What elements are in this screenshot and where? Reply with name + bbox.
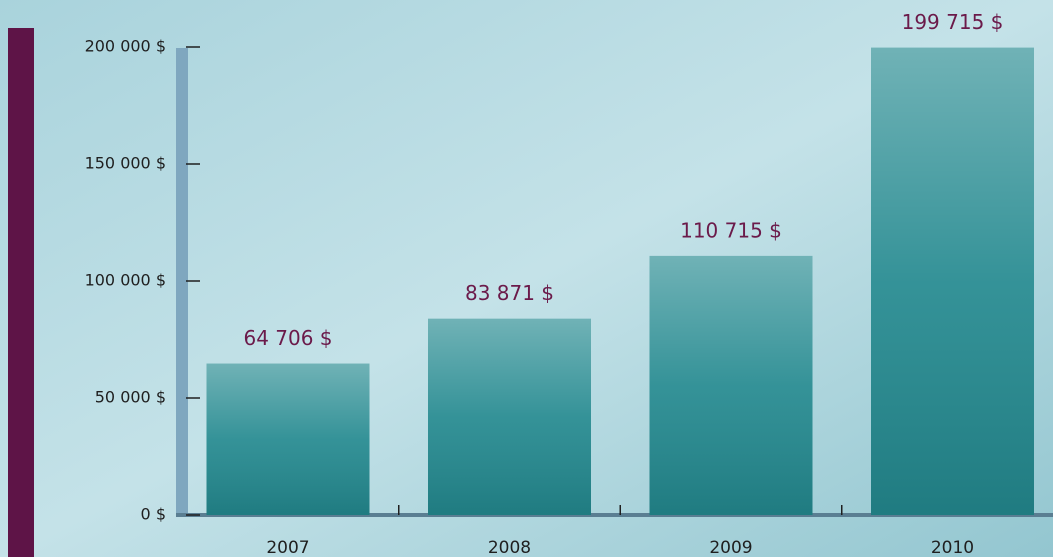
- x-tick-label: 2008: [488, 538, 531, 557]
- y-tick-label: 150 000 $: [85, 154, 166, 173]
- x-tick-label: 2009: [709, 538, 752, 557]
- x-tick-label: 2007: [266, 538, 309, 557]
- value-label: 199 715 $: [902, 10, 1004, 34]
- bar-sheen: [871, 48, 1034, 515]
- bar-sheen: [428, 319, 591, 515]
- side-band: [8, 28, 34, 557]
- y-tick-label: 0 $: [141, 505, 166, 524]
- chart: 0 $ 50 000 $ 100 000 $ 150 000 $ 200 000 $ 64…: [0, 0, 1053, 557]
- value-label: 83 871 $: [465, 281, 554, 305]
- bar-sheen: [207, 364, 370, 515]
- y-tick-label: 100 000 $: [85, 271, 166, 290]
- bar-sheen: [650, 256, 813, 515]
- y-tick-label: 50 000 $: [95, 388, 166, 407]
- value-label: 110 715 $: [680, 218, 782, 242]
- value-label: 64 706 $: [243, 326, 332, 350]
- y-axis: [176, 48, 188, 516]
- y-tick-label: 200 000 $: [85, 37, 166, 56]
- x-tick-label: 2010: [931, 538, 974, 557]
